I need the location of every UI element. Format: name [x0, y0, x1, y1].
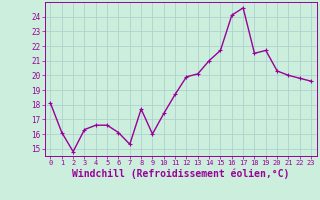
X-axis label: Windchill (Refroidissement éolien,°C): Windchill (Refroidissement éolien,°C): [72, 169, 290, 179]
